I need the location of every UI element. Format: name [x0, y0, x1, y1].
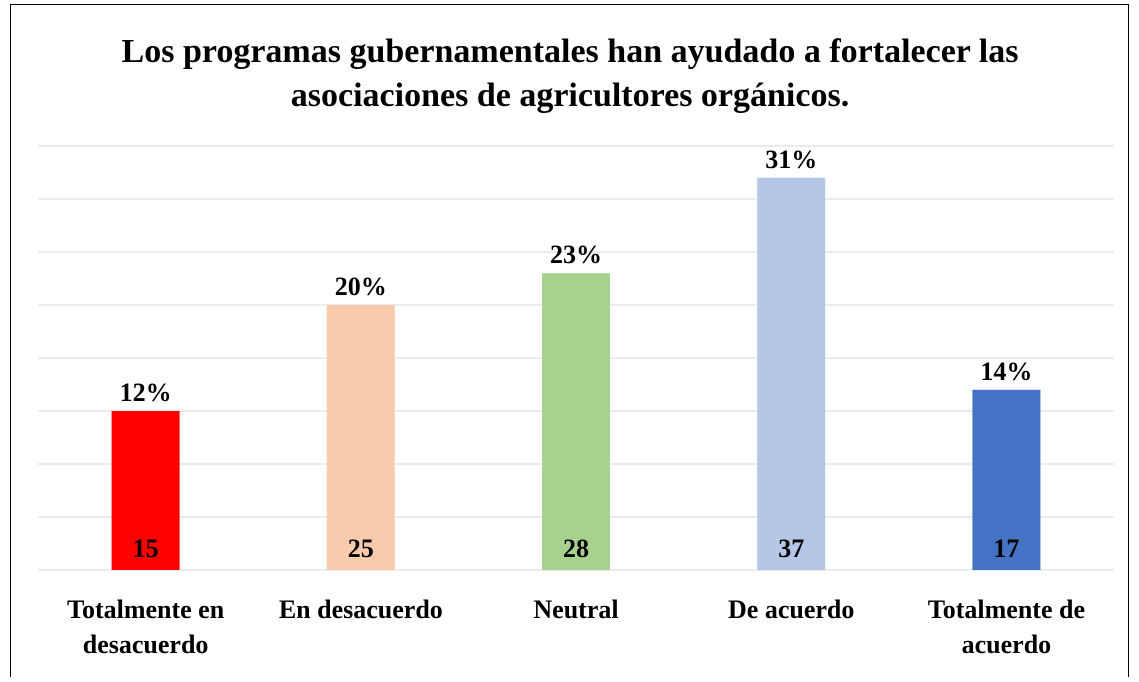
- count-label: 25: [348, 534, 374, 563]
- chart-title: Los programas gubernamentales han ayudad…: [122, 33, 1019, 114]
- share-label: 23%: [550, 240, 602, 269]
- x-tick-label: Totalmente de acuerdo: [928, 595, 1085, 659]
- count-label: 15: [133, 534, 159, 563]
- share-label: 31%: [765, 145, 817, 174]
- bar: [326, 305, 395, 570]
- share-label: 12%: [120, 378, 172, 407]
- share-label: 14%: [980, 357, 1032, 386]
- count-label: 28: [563, 534, 589, 563]
- x-tick-label: Totalmente en desacuerdo: [67, 595, 225, 659]
- bar: [972, 389, 1041, 570]
- share-label: 20%: [335, 272, 387, 301]
- x-tick-label: En desacuerdo: [279, 595, 443, 624]
- bar: [757, 177, 826, 571]
- bar: [542, 273, 610, 570]
- count-label: 17: [993, 534, 1019, 563]
- count-label: 37: [778, 534, 804, 563]
- x-tick-label: Neutral: [533, 595, 618, 624]
- bar: [111, 411, 180, 570]
- x-tick-label: De acuerdo: [728, 595, 854, 624]
